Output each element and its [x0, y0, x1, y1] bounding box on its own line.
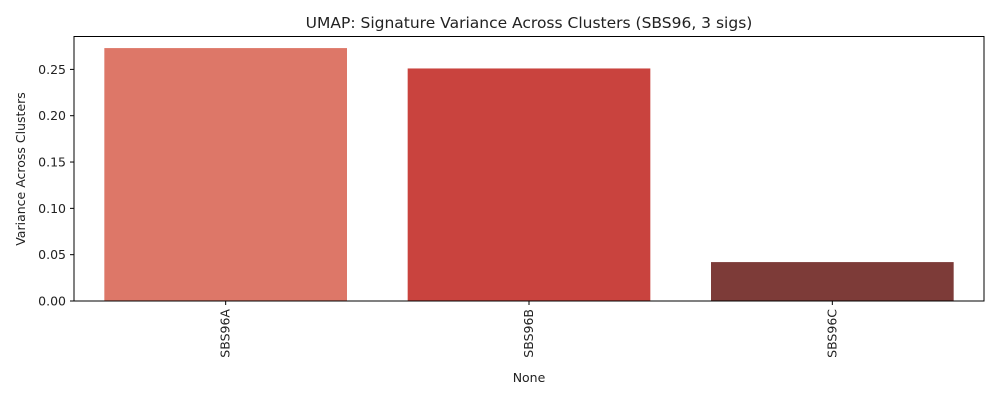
chart-title: UMAP: Signature Variance Across Clusters…	[306, 14, 753, 32]
x-axis-ticks: SBS96A SBS96B SBS96C	[218, 301, 839, 358]
y-axis-ticks: 0.00 0.05 0.10 0.15 0.20 0.25	[38, 62, 74, 309]
y-tick-label: 0.00	[38, 294, 66, 309]
y-tick-label: 0.10	[38, 201, 66, 216]
x-tick-label: SBS96C	[824, 309, 839, 358]
y-tick-label: 0.05	[38, 247, 66, 262]
y-tick-label: 0.15	[38, 155, 66, 170]
bars-group	[104, 48, 954, 302]
bar-sbs96b	[407, 68, 651, 302]
plot-frame	[73, 36, 985, 302]
y-axis-label: Variance Across Clusters	[13, 92, 28, 246]
x-tick-label: SBS96B	[521, 309, 536, 358]
x-axis-label: None	[513, 370, 546, 385]
bar-sbs96c	[711, 262, 954, 301]
y-tick-label: 0.20	[38, 108, 66, 123]
x-tick-label: SBS96A	[218, 309, 233, 358]
y-tick-label: 0.25	[38, 62, 66, 77]
bar-sbs96a	[104, 48, 347, 301]
